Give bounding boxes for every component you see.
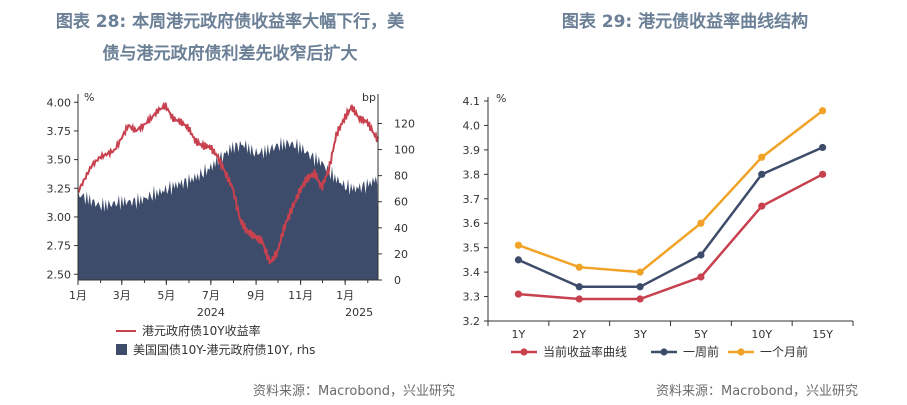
curve-point-1 [636,283,644,291]
yield-line [77,101,379,265]
chart-28-title-line2: 债与港元政府债利差先收窄后扩大 [102,44,358,64]
curve-point-0 [636,295,644,303]
legend-marker-0 [520,348,528,356]
left-y-tick-label: 2.50 [47,268,72,281]
curve-point-2 [758,153,766,161]
x-tick-label: 3Y [633,328,647,341]
curve-point-1 [697,251,705,259]
curve-point-2 [575,263,583,271]
curve-point-2 [818,107,827,115]
curve-point-0 [818,170,827,178]
legend-marker-2 [737,348,745,356]
right-y-tick-label: 80 [394,170,408,183]
x-tick-label: 15Y [812,328,833,341]
chart-29: 4.1 4.0 3.9 3.8 3.7 3.6 3.5 3.4 3.3 3.2% 1Y 2Y 3Y 5Y 1… [463,92,854,359]
right-y-tick-label: 0 [394,274,401,287]
curve-point-2 [697,219,705,227]
curve-point-0 [575,295,583,303]
y-tick-label: 3.7 [463,193,481,206]
y-unit-label: % [496,92,506,105]
source-note-right: 资料来源：Macrobond，兴业研究 [656,384,859,399]
left-y-tick-label: 3.50 [47,154,72,167]
legend-label-yield: 港元政府债10Y收益率 [142,323,261,338]
x-tick-label: 11月 [288,289,313,302]
curve-point-0 [758,202,766,210]
y-tick-label: 4.1 [463,95,481,108]
x-tick-label: 5Y [694,328,708,341]
y-tick-label: 3.2 [463,315,481,328]
x-tick-label: 3月 [113,289,131,302]
x-tick-label: 5月 [157,289,175,302]
source-note-left: 资料来源：Macrobond，兴业研究 [253,384,456,399]
x-tick-label: 2Y [572,328,586,341]
y-tick-label: 3.9 [463,144,481,157]
left-y-tick-label: 3.00 [47,211,72,224]
curve-point-1 [514,256,523,264]
legend-label-0: 当前收益率曲线 [543,344,627,359]
y-tick-label: 3.6 [463,217,481,230]
curve-point-2 [636,268,644,276]
curve-point-2 [514,241,523,249]
chart-28-title: 图表 28: 本周港元政府债收益率大幅下行，美 债与港元政府债利差先收窄后扩大 [20,6,440,70]
curve-line-1 [517,146,824,289]
right-y-tick-label: 100 [394,144,415,157]
legend-swatch-spread [116,344,127,355]
right-y-tick-label: 60 [394,196,408,209]
left-y-tick-label: 4.00 [47,96,72,109]
legend-label-1: 一周前 [683,344,719,359]
left-y-tick-label: 3.25 [47,182,72,195]
left-unit-label: % [84,91,94,104]
curve-line-2 [517,109,824,274]
x-tick-label: 10Y [751,328,772,341]
right-unit-label: bp [362,91,376,104]
y-tick-label: 3.3 [463,291,481,304]
year-label-2024: 2024 [197,306,225,319]
curve-point-1 [575,283,583,291]
right-y-tick-label: 20 [394,248,408,261]
x-tick-label: 1Y [512,328,526,341]
y-tick-label: 3.8 [463,168,481,181]
chart-28: 4.00 3.75 3.50 3.25 3.00 2.75 2.50% 120 100 80 60 4… [47,91,416,357]
x-tick-label: 1月 [69,289,87,302]
x-tick-label: 9月 [247,289,265,302]
left-y-tick-label: 2.75 [47,240,72,253]
y-tick-label: 3.4 [463,266,481,279]
curve-point-1 [818,143,827,152]
legend-marker-1 [660,348,668,356]
right-y-tick-label: 120 [394,117,415,130]
chart-29-title: 图表 29: 港元债收益率曲线结构 [561,12,809,32]
x-tick-label: 1月 [336,289,354,302]
spread-area [78,136,378,280]
x-tick-label: 7月 [202,289,220,302]
year-label-2025: 2025 [345,306,373,319]
chart-28-title-line1: 图表 28: 本周港元政府债收益率大幅下行，美 [55,12,405,32]
curve-point-1 [758,170,766,178]
legend-label-2: 一个月前 [760,344,808,359]
right-y-tick-label: 40 [394,222,408,235]
y-tick-label: 4.0 [463,119,481,132]
left-y-tick-label: 3.75 [47,125,72,138]
curve-point-0 [697,273,705,281]
curve-point-0 [514,290,523,298]
curve-line-0 [518,173,824,301]
y-tick-label: 3.5 [463,242,481,255]
legend-label-spread: 美国国债10Y-港元政府债10Y, rhs [133,342,315,357]
